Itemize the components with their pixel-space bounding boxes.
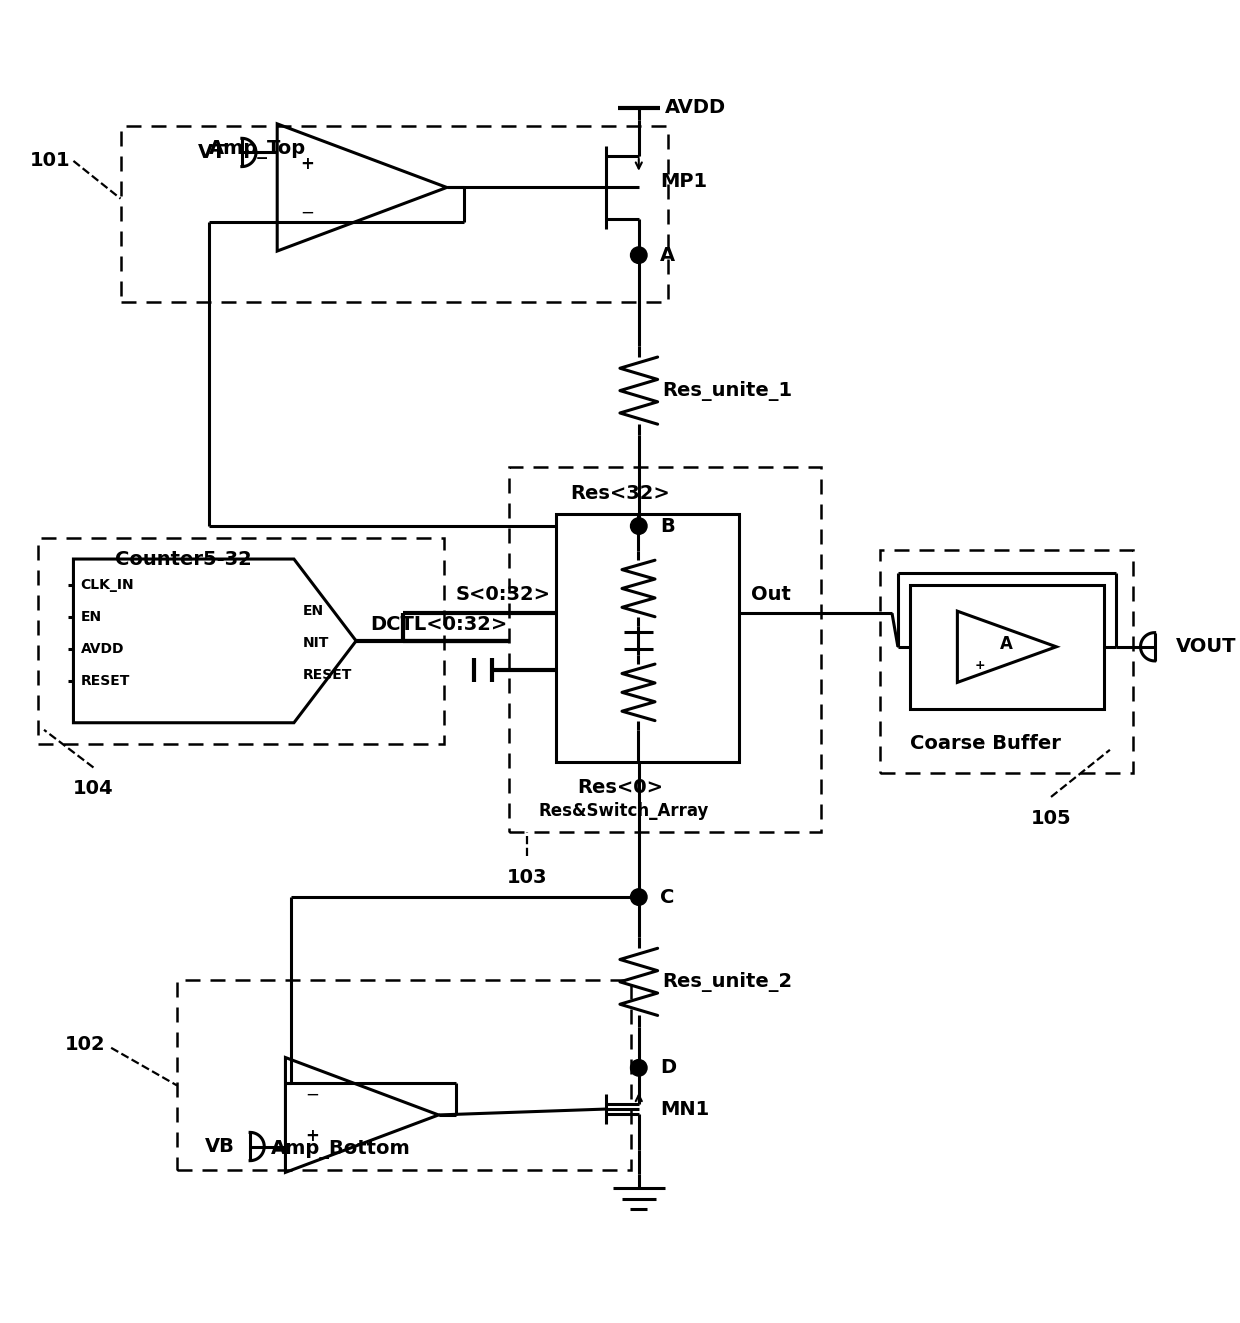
Text: EN: EN <box>303 603 324 618</box>
Text: 102: 102 <box>64 1035 105 1054</box>
Circle shape <box>630 1060 647 1076</box>
Text: AVDD: AVDD <box>81 642 124 656</box>
Text: Counter5-32: Counter5-32 <box>114 549 252 569</box>
Circle shape <box>630 889 647 905</box>
Text: S<0:32>: S<0:32> <box>455 585 551 603</box>
Text: VOUT: VOUT <box>1176 638 1236 656</box>
Text: $-$: $-$ <box>305 1085 320 1102</box>
Text: A: A <box>660 246 675 265</box>
Text: EN: EN <box>81 610 102 624</box>
Text: 103: 103 <box>507 868 547 886</box>
Bar <box>557 515 739 762</box>
Bar <box>120 126 668 302</box>
Text: 105: 105 <box>1030 808 1071 828</box>
Text: B: B <box>660 516 675 536</box>
Text: Amp_Top: Amp_Top <box>208 140 306 159</box>
Text: +: + <box>300 155 314 173</box>
Text: Res&Switch_Array: Res&Switch_Array <box>538 802 709 820</box>
Bar <box>510 467 821 832</box>
Text: VT: VT <box>198 143 227 161</box>
Text: Amp_Bottom: Amp_Bottom <box>272 1139 412 1159</box>
Text: 104: 104 <box>73 779 114 798</box>
Text: RESET: RESET <box>303 668 352 681</box>
Text: MP1: MP1 <box>660 172 707 191</box>
Bar <box>910 585 1104 709</box>
Text: CLK_IN: CLK_IN <box>81 578 134 591</box>
Text: 101: 101 <box>30 151 71 171</box>
Circle shape <box>630 517 647 534</box>
Bar <box>38 538 444 744</box>
Text: A: A <box>1001 635 1013 654</box>
Text: MN1: MN1 <box>660 1099 709 1118</box>
Circle shape <box>630 247 647 263</box>
Text: Res_unite_2: Res_unite_2 <box>662 972 792 992</box>
Text: +: + <box>305 1127 319 1146</box>
Text: Res<0>: Res<0> <box>578 778 663 796</box>
Text: Res_unite_1: Res_unite_1 <box>662 381 792 401</box>
Text: AVDD: AVDD <box>665 98 725 118</box>
Text: RESET: RESET <box>81 673 130 688</box>
Text: Res<32>: Res<32> <box>570 484 670 503</box>
Text: Coarse Buffer: Coarse Buffer <box>910 734 1060 753</box>
Bar <box>177 979 630 1171</box>
Bar <box>880 549 1133 774</box>
Text: C: C <box>660 888 675 906</box>
Text: $-$: $-$ <box>300 202 314 220</box>
Text: NIT: NIT <box>303 635 330 650</box>
Text: DCTL<0:32>: DCTL<0:32> <box>371 615 507 634</box>
Text: +: + <box>975 659 985 672</box>
Text: Out: Out <box>750 585 791 603</box>
Text: D: D <box>660 1058 676 1077</box>
Text: VB: VB <box>205 1136 234 1156</box>
